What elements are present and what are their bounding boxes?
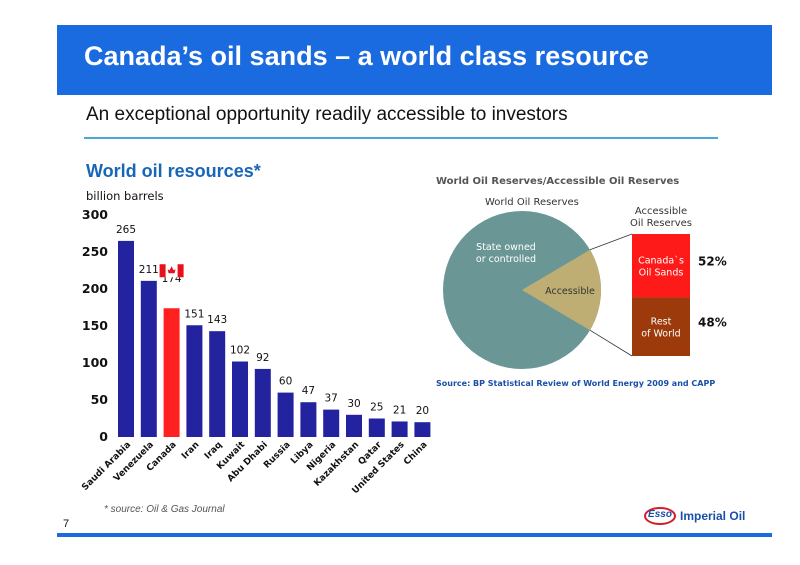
y-tick-label: 50	[91, 392, 109, 407]
bar-chart-unit-label: billion barrels	[86, 189, 164, 203]
bar-nigeria	[323, 409, 340, 437]
bar-iran	[186, 325, 203, 437]
data-label-china: 20	[416, 405, 429, 417]
data-label-iran: 151	[184, 308, 204, 320]
segment-label-canada-oil-sands-line-1: Canada`s	[638, 256, 684, 267]
subtitle-divider	[84, 137, 718, 139]
footer-rule	[57, 533, 772, 537]
pie-slice-accessible	[522, 249, 601, 331]
bar-saudi-arabia	[118, 240, 134, 437]
breakdown-title-line-2: Oil Reserves	[630, 218, 692, 229]
data-label-iraq: 143	[207, 314, 227, 326]
segment-label-rest-of-world-line-2: of World	[641, 329, 680, 340]
y-tick-label: 200	[82, 281, 108, 296]
bar-chart-title: World oil resources*	[86, 161, 261, 181]
connector-bottom	[589, 329, 633, 357]
bar-abu-dhabi	[254, 368, 271, 437]
segment-label-rest-of-world-line-1: Rest	[651, 317, 672, 328]
slide-subtitle: An exceptional opportunity readily acces…	[86, 104, 568, 125]
y-tick-label: 300	[82, 207, 108, 222]
segment-label-rest-of-world: Rest of World	[641, 317, 680, 340]
data-label-qatar: 25	[370, 402, 383, 414]
segment-label-canada-oil-sands-line-2: Oil Sands	[639, 268, 684, 279]
esso-logo-icon	[644, 507, 676, 525]
imperial-oil-wordmark: Imperial Oil	[680, 509, 746, 523]
bar-venezuela	[140, 280, 157, 437]
title-bar	[57, 25, 772, 95]
canada-flag-icon	[159, 264, 184, 278]
value-label-canada-oil-sands: 52%	[698, 255, 727, 269]
bar-china	[414, 422, 431, 437]
data-label-united-states: 21	[393, 404, 406, 416]
y-tick-label: 250	[82, 244, 108, 259]
data-label-saudi-arabia: 265	[116, 224, 136, 236]
data-label-venezuela: 211	[139, 264, 159, 276]
y-tick-label: 150	[82, 318, 108, 333]
pie-label-accessible: Accessible	[545, 286, 595, 297]
pie-label-state-owned: State owned or controlled	[476, 242, 536, 265]
data-label-nigeria: 37	[325, 393, 338, 405]
bar-segment-rest-of-world	[632, 297, 690, 356]
x-tick-label-china: China	[402, 440, 429, 467]
bar-kuwait	[232, 361, 248, 437]
pie-source-note: Source: BP Statistical Review of World E…	[436, 379, 715, 388]
y-tick-label: 0	[99, 429, 108, 444]
source-footnote: * source: Oil & Gas Journal	[104, 504, 225, 515]
flag-left-band	[159, 264, 166, 278]
data-label-kuwait: 102	[230, 345, 250, 357]
data-label-libya: 47	[302, 385, 315, 397]
y-tick-label: 100	[82, 355, 108, 370]
breakdown-title: Accessible Oil Reserves	[630, 206, 692, 229]
bar-qatar	[368, 418, 385, 437]
pie-label-state-owned-line-1: State owned	[476, 242, 536, 253]
data-label-russia: 60	[279, 376, 292, 388]
connector-top	[589, 233, 633, 251]
reserves-pie-chart: World Oil Reserves/Accessible Oil Reserv…	[436, 176, 727, 388]
esso-wordmark: Esso	[648, 509, 672, 520]
pie-subtitle: World Oil Reserves	[485, 197, 579, 208]
slide-title: Canada’s oil sands – a world class resou…	[84, 41, 649, 71]
bar-iraq	[209, 331, 226, 437]
bar-kazakhstan	[346, 414, 362, 437]
bar-segment-canada-oil-sands	[632, 234, 690, 298]
value-label-rest-of-world: 48%	[698, 316, 727, 330]
maple-leaf-icon	[167, 266, 176, 274]
data-label-kazakhstan: 30	[347, 398, 360, 410]
pie-chart-title: World Oil Reserves/Accessible Oil Reserv…	[436, 176, 679, 187]
data-label-abu-dhabi: 92	[256, 352, 269, 364]
bar-united-states	[391, 421, 408, 437]
bar-canada	[163, 308, 180, 437]
breakdown-title-line-1: Accessible	[635, 206, 687, 217]
segment-label-canada-oil-sands: Canada`s Oil Sands	[638, 256, 684, 279]
page-number: 7	[63, 518, 70, 530]
x-tick-label-iran: Iran	[180, 440, 201, 461]
bar-libya	[300, 402, 317, 437]
pie-label-state-owned-line-2: or controlled	[476, 254, 536, 265]
flag-right-band	[177, 264, 184, 278]
bar-russia	[277, 392, 294, 437]
